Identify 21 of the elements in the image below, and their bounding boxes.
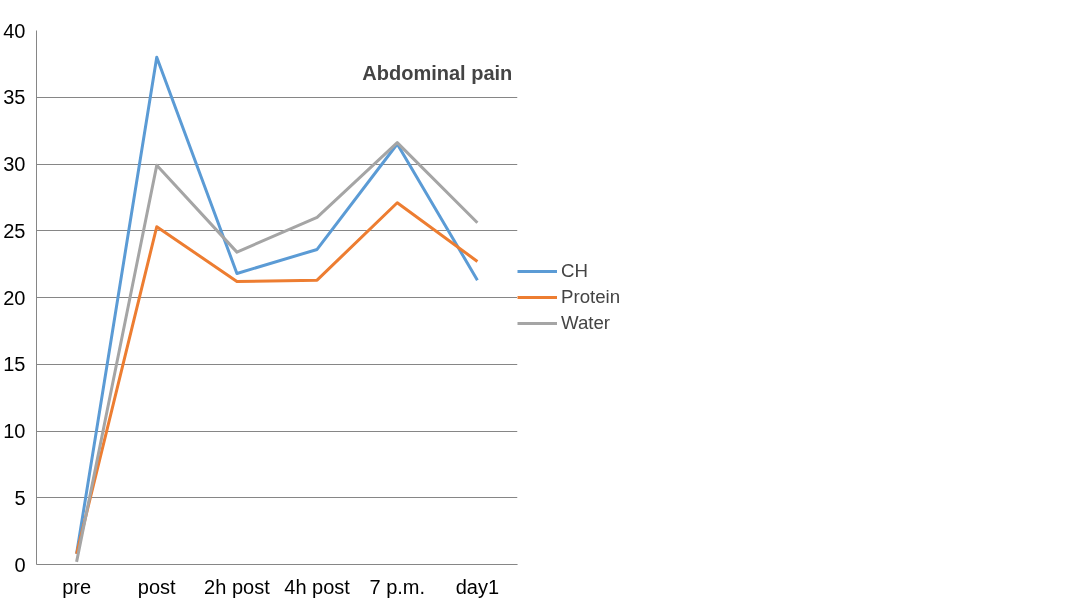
line-series: [75, 141, 479, 564]
legend-label: Water: [561, 312, 611, 334]
x-tick-label: 7 p.m.: [369, 575, 426, 598]
y-tick-label: 40: [3, 19, 26, 42]
y-tick-label: 25: [3, 219, 26, 242]
y-tick-label: 15: [3, 353, 26, 376]
x-tick-label: post: [137, 575, 177, 598]
line-series: [75, 201, 479, 556]
y-tick-label: 10: [3, 420, 26, 442]
text: Abdominal pain: [362, 61, 513, 84]
y-tick-label: 5: [14, 486, 26, 509]
x-tick-label: pre: [62, 575, 92, 598]
legend-label: CH: [561, 260, 588, 282]
x-tick-label: day1: [455, 575, 500, 598]
y-tick-label: 20: [3, 286, 26, 309]
x-tick-label: 4h post: [284, 575, 351, 598]
x-tick-label: 2h post: [204, 575, 271, 598]
y-tick-label: 35: [3, 86, 26, 109]
legend-label: Protein: [561, 286, 621, 308]
y-tick-label: 0: [14, 553, 26, 576]
y-tick-label: 30: [3, 153, 26, 175]
